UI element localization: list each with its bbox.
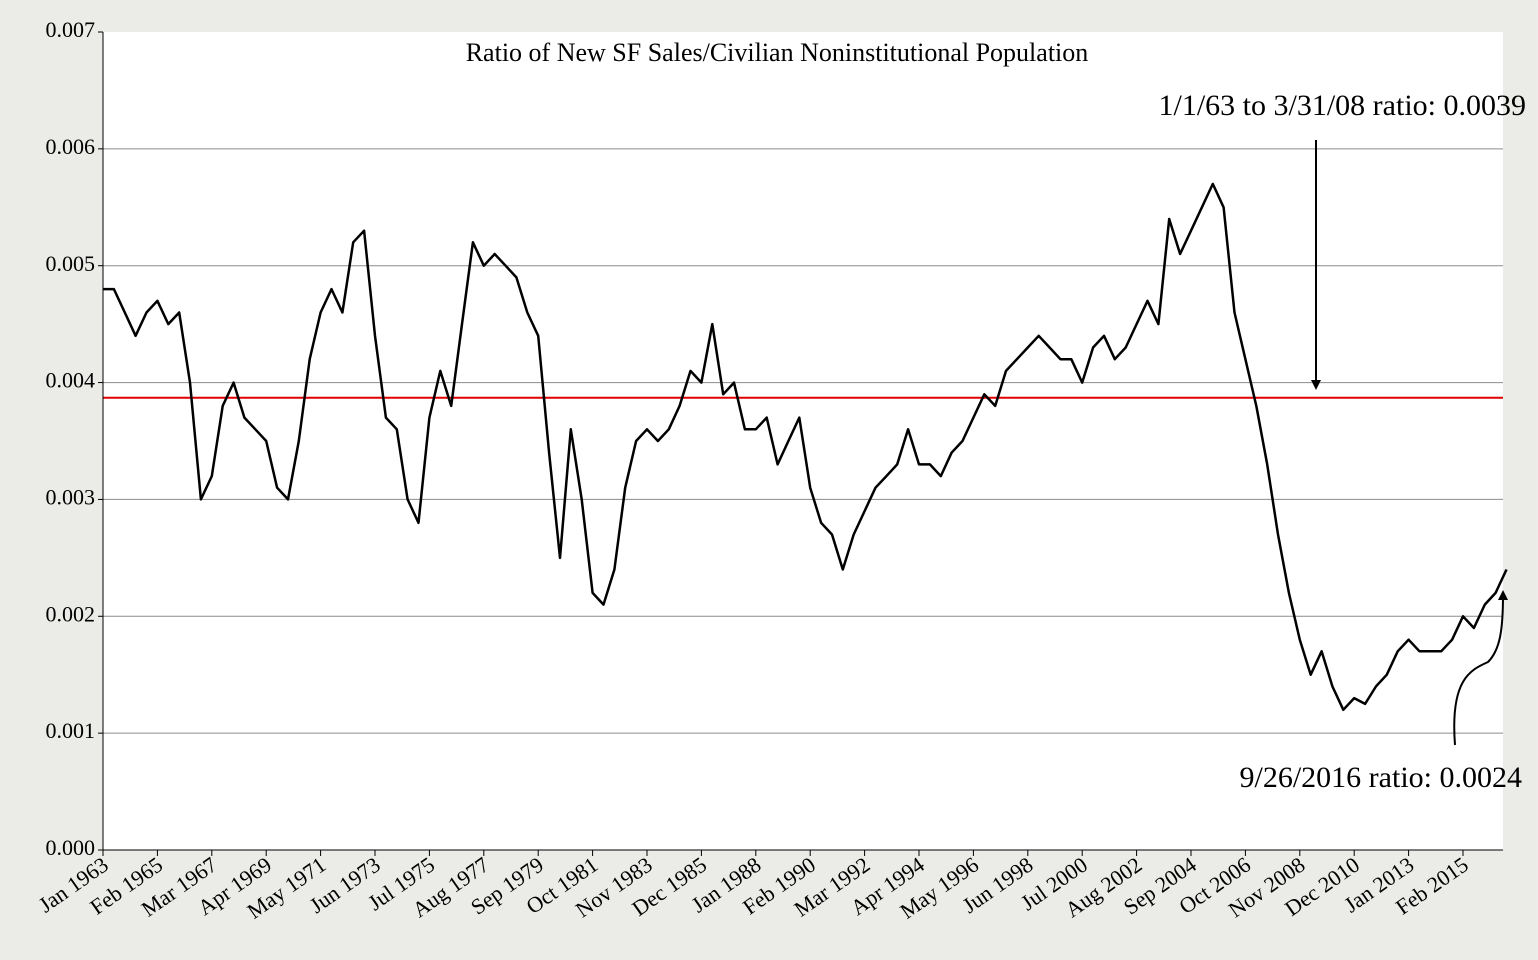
y-tick-label: 0.006 (46, 134, 96, 159)
annotation: 1/1/63 to 3/31/08 ratio: 0.0039 (1159, 89, 1527, 122)
y-tick-label: 0.003 (46, 484, 96, 509)
annotation: 9/26/2016 ratio: 0.0024 (1240, 761, 1522, 794)
marks (103, 182, 1508, 712)
y-tick-label: 0.005 (46, 251, 96, 276)
y-tick-label: 0.001 (46, 718, 96, 743)
y-tick-label: 0.000 (46, 835, 96, 860)
chart-title: Ratio of New SF Sales/Civilian Noninstit… (466, 38, 1089, 67)
grid (98, 31, 1503, 851)
y-tick-label: 0.004 (46, 368, 96, 393)
data-line (103, 182, 1508, 712)
y-tick-label: 0.002 (46, 601, 96, 626)
arrow (1453, 590, 1508, 746)
y-tick-label: 0.007 (46, 17, 96, 42)
